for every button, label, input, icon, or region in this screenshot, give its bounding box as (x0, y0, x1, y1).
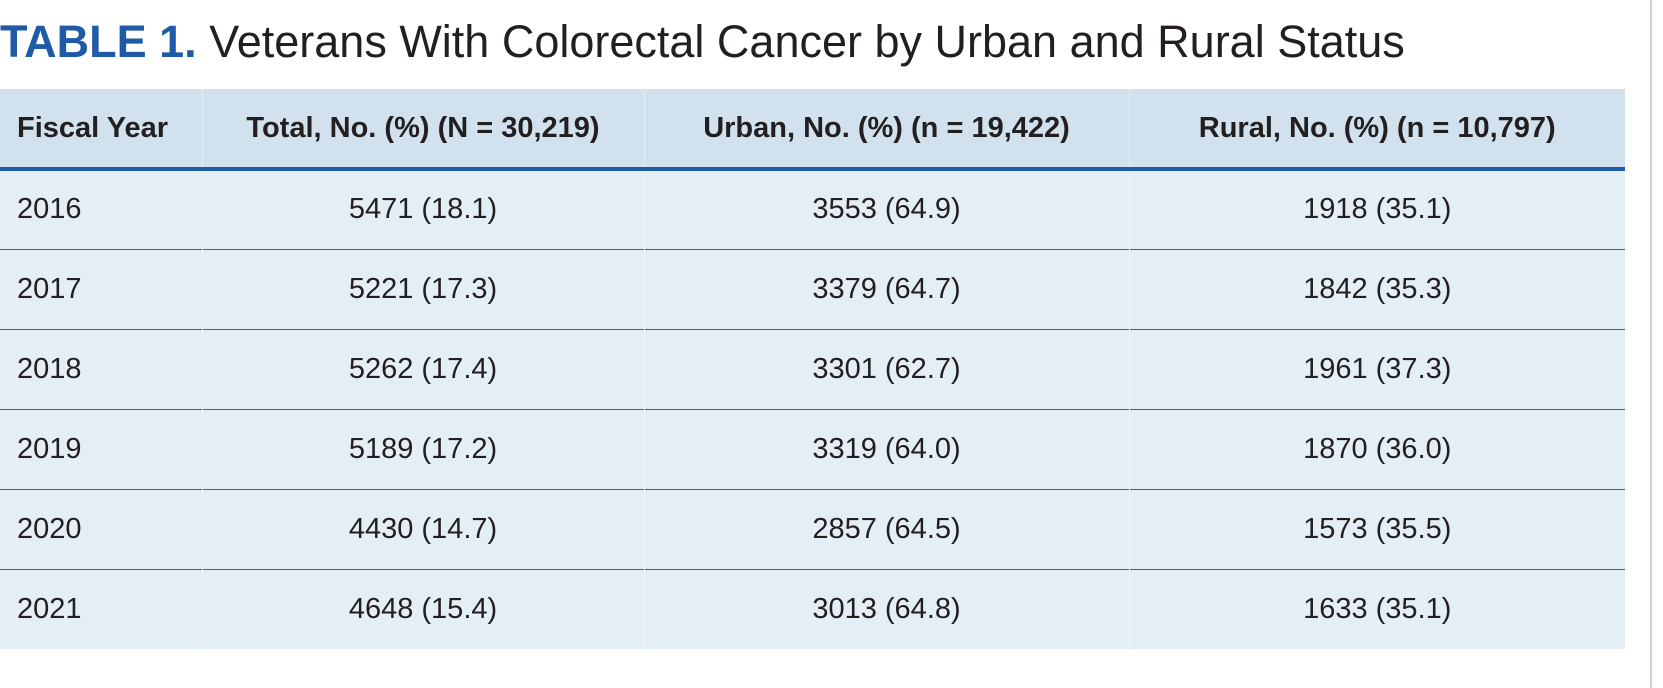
cell-fiscal-year: 2016 (0, 169, 203, 249)
cell-fiscal-year: 2019 (0, 408, 203, 489)
table-row: 2016 5471 (18.1) 3553 (64.9) 1918 (35.1) (0, 169, 1625, 249)
cell-fiscal-year: 2017 (0, 248, 203, 329)
cell-rural: 1842 (35.3) (1129, 248, 1625, 329)
table-body: 2016 5471 (18.1) 3553 (64.9) 1918 (35.1)… (0, 169, 1625, 649)
cell-fiscal-year: 2021 (0, 568, 203, 649)
cell-rural: 1961 (37.3) (1129, 328, 1625, 409)
table-row: 2017 5221 (17.3) 3379 (64.7) 1842 (35.3) (0, 248, 1625, 329)
cell-total: 4430 (14.7) (202, 488, 645, 569)
table-header: Fiscal Year Total, No. (%) (N = 30,219) … (0, 89, 1625, 171)
table-title: TABLE 1. Veterans With Colorectal Cancer… (0, 12, 1405, 72)
table-row: 2018 5262 (17.4) 3301 (62.7) 1961 (37.3) (0, 328, 1625, 409)
cell-total: 5262 (17.4) (202, 328, 645, 409)
cell-urban: 3319 (64.0) (644, 408, 1130, 489)
cell-rural: 1870 (36.0) (1129, 408, 1625, 489)
cell-fiscal-year: 2018 (0, 328, 203, 409)
data-table: Fiscal Year Total, No. (%) (N = 30,219) … (0, 89, 1625, 649)
header-urban: Urban, No. (%) (n = 19,422) (644, 89, 1130, 171)
table-row: 2020 4430 (14.7) 2857 (64.5) 1573 (35.5) (0, 488, 1625, 569)
cell-rural: 1633 (35.1) (1129, 568, 1625, 649)
header-total: Total, No. (%) (N = 30,219) (202, 89, 645, 171)
cell-rural: 1573 (35.5) (1129, 488, 1625, 569)
cell-urban: 3301 (62.7) (644, 328, 1130, 409)
table-number-label: TABLE 1. (0, 16, 197, 67)
page-edge-divider (1650, 0, 1652, 688)
cell-rural: 1918 (35.1) (1303, 193, 1452, 226)
cell-urban: 3553 (64.9) (644, 169, 1130, 249)
header-fiscal-year: Fiscal Year (0, 89, 203, 171)
cell-total: 5189 (17.2) (202, 408, 645, 489)
table-row: 2019 5189 (17.2) 3319 (64.0) 1870 (36.0) (0, 408, 1625, 489)
cell-fiscal-year: 2020 (0, 488, 203, 569)
table-row: 2021 4648 (15.4) 3013 (64.8) 1633 (35.1) (0, 568, 1625, 649)
cell-total: 5471 (18.1) (202, 169, 645, 249)
header-rural: Rural, No. (%) (n = 10,797) (1129, 89, 1625, 171)
cell-total: 5221 (17.3) (202, 248, 645, 329)
cell-urban: 2857 (64.5) (644, 488, 1130, 569)
cell-total: 4648 (15.4) (202, 568, 645, 649)
cell-urban: 3379 (64.7) (644, 248, 1130, 329)
cell-urban: 3013 (64.8) (644, 568, 1130, 649)
header-row: Fiscal Year Total, No. (%) (N = 30,219) … (0, 89, 1625, 171)
table-title-text: Veterans With Colorectal Cancer by Urban… (209, 16, 1405, 67)
